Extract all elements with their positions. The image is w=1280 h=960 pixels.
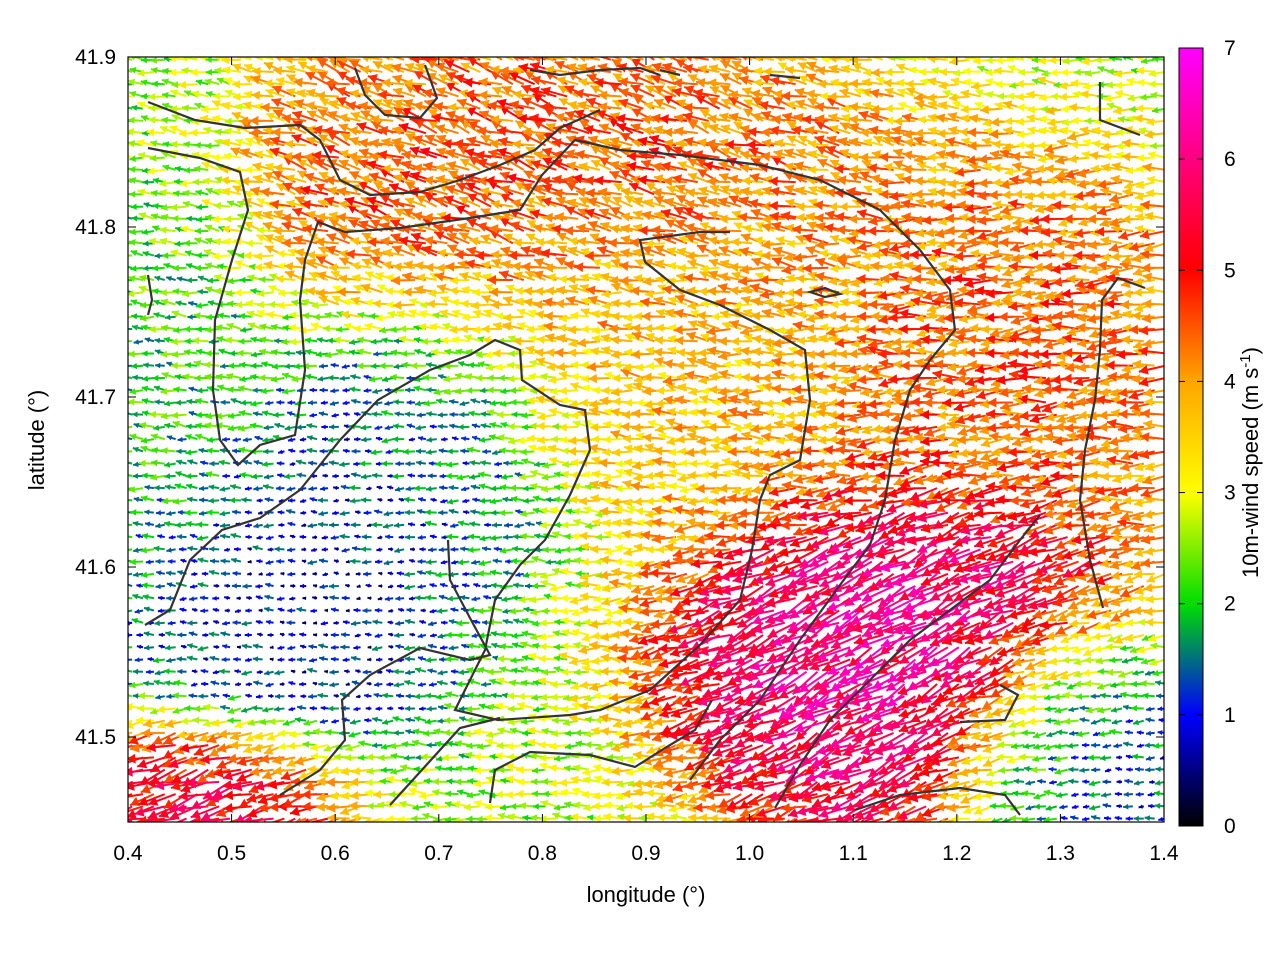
wind-arrow-head: [539, 815, 547, 822]
wind-arrow-head: [220, 819, 224, 822]
wind-arrow-head: [242, 815, 252, 822]
wind-arrow: [422, 812, 438, 820]
wind-arrow-head: [552, 812, 560, 820]
wind-arrow-head: [476, 815, 483, 822]
wind-arrow: [268, 817, 296, 832]
wind-arrow-head: [339, 816, 347, 822]
wind-arrow-head: [137, 815, 147, 822]
wind-arrow-head: [115, 759, 125, 768]
wind-arrow: [169, 817, 198, 834]
wind-arrow-head: [376, 817, 383, 822]
wind-arrow-head: [158, 823, 168, 832]
wind-arrow: [242, 815, 274, 822]
wind-arrow-head: [444, 816, 452, 822]
wind-arrow-head: [432, 816, 440, 822]
wind-arrow-head: [564, 814, 571, 822]
wind-arrow-head: [115, 721, 123, 729]
wind-arrow-shaft: [293, 817, 307, 822]
wind-arrow-head: [530, 814, 538, 822]
wind-arrow-head: [121, 609, 127, 615]
wind-arrow: [507, 813, 524, 821]
wind-arrow-head: [497, 812, 506, 820]
wind-arrow-head: [114, 769, 124, 779]
wind-arrow-head: [113, 780, 123, 790]
wind-arrow-shaft: [285, 817, 296, 822]
wind-arrow-head: [108, 787, 118, 796]
wind-arrow-shaft: [364, 817, 383, 822]
wind-arrow-shaft: [188, 817, 198, 822]
wind-arrow-head: [115, 708, 123, 716]
wind-arrow-head: [113, 815, 122, 825]
wind-arrow-head: [835, 824, 845, 833]
wind-arrow: [220, 817, 242, 822]
wind-arrow-head: [169, 825, 179, 834]
wind-arrow-head: [587, 814, 594, 821]
wind-arrow-head: [386, 814, 394, 822]
wind-arrow-head: [824, 825, 834, 834]
wind-arrow-head: [120, 644, 126, 650]
wind-arrow-head: [410, 815, 418, 822]
wind-arrow-head: [103, 768, 113, 778]
wind-arrow-head: [116, 792, 126, 802]
wind-arrow: [497, 812, 514, 820]
wind-arrow-head: [287, 819, 291, 822]
wind-arrow-head: [118, 691, 125, 698]
wind-arrow: [351, 812, 372, 822]
wind-arrow-head: [104, 822, 114, 831]
wind-arrow-head: [397, 815, 405, 822]
wind-arrow-head: [570, 813, 579, 822]
wind-arrow: [113, 815, 144, 825]
wind-arrow: [570, 813, 590, 822]
wind-arrow-head: [181, 823, 191, 832]
wind-arrow-head: [295, 817, 302, 822]
wind-arrow: [410, 815, 426, 822]
wind-arrow-shaft: [198, 817, 231, 822]
wind-arrow-head: [484, 813, 492, 822]
wind-arrow-head: [850, 821, 851, 822]
wind-arrow-shaft: [144, 817, 176, 822]
wind-arrow-head: [318, 819, 323, 822]
wind-arrow-head: [886, 821, 887, 822]
wind-arrow: [603, 812, 622, 821]
wind-arrow: [364, 817, 383, 822]
wind-arrow-head: [117, 742, 127, 752]
wind-arrow-head: [466, 815, 473, 822]
wind-arrow-head: [364, 817, 371, 822]
wind-arrow: [432, 816, 448, 822]
wind-arrow: [327, 813, 350, 822]
wind-arrow-shaft: [270, 817, 285, 822]
wind-arrow: [287, 817, 307, 822]
wind-arrow-head: [229, 821, 230, 822]
wind-arrow: [158, 817, 187, 832]
wind-arrow: [484, 813, 503, 822]
wind-arrow-head: [121, 667, 127, 673]
wind-arrow-head: [522, 814, 529, 822]
wind-arrow-head: [108, 756, 118, 766]
wind-arrow-head: [128, 818, 133, 822]
wind-arrow-head: [874, 821, 875, 822]
wind-arrow-shaft: [128, 817, 144, 821]
wind-arrow-head: [507, 813, 516, 821]
wind-arrow-head: [327, 813, 337, 822]
wind-arrow-head: [453, 816, 461, 822]
wind-arrow-head: [422, 812, 430, 820]
wind-arrow-head: [106, 795, 116, 804]
wind-arrow-shaft: [175, 817, 187, 822]
wind-arrow-shaft: [227, 817, 242, 822]
wind-arrow-head: [303, 818, 309, 822]
wind-arrow-head: [351, 812, 360, 822]
wind-arrow-head: [774, 823, 784, 832]
wind-arrow-head: [268, 823, 278, 832]
wind-arrow-head: [117, 807, 127, 816]
wind-arrow-head: [593, 814, 601, 822]
wind-arrow-head: [106, 814, 116, 823]
wind-arrow: [444, 816, 459, 822]
